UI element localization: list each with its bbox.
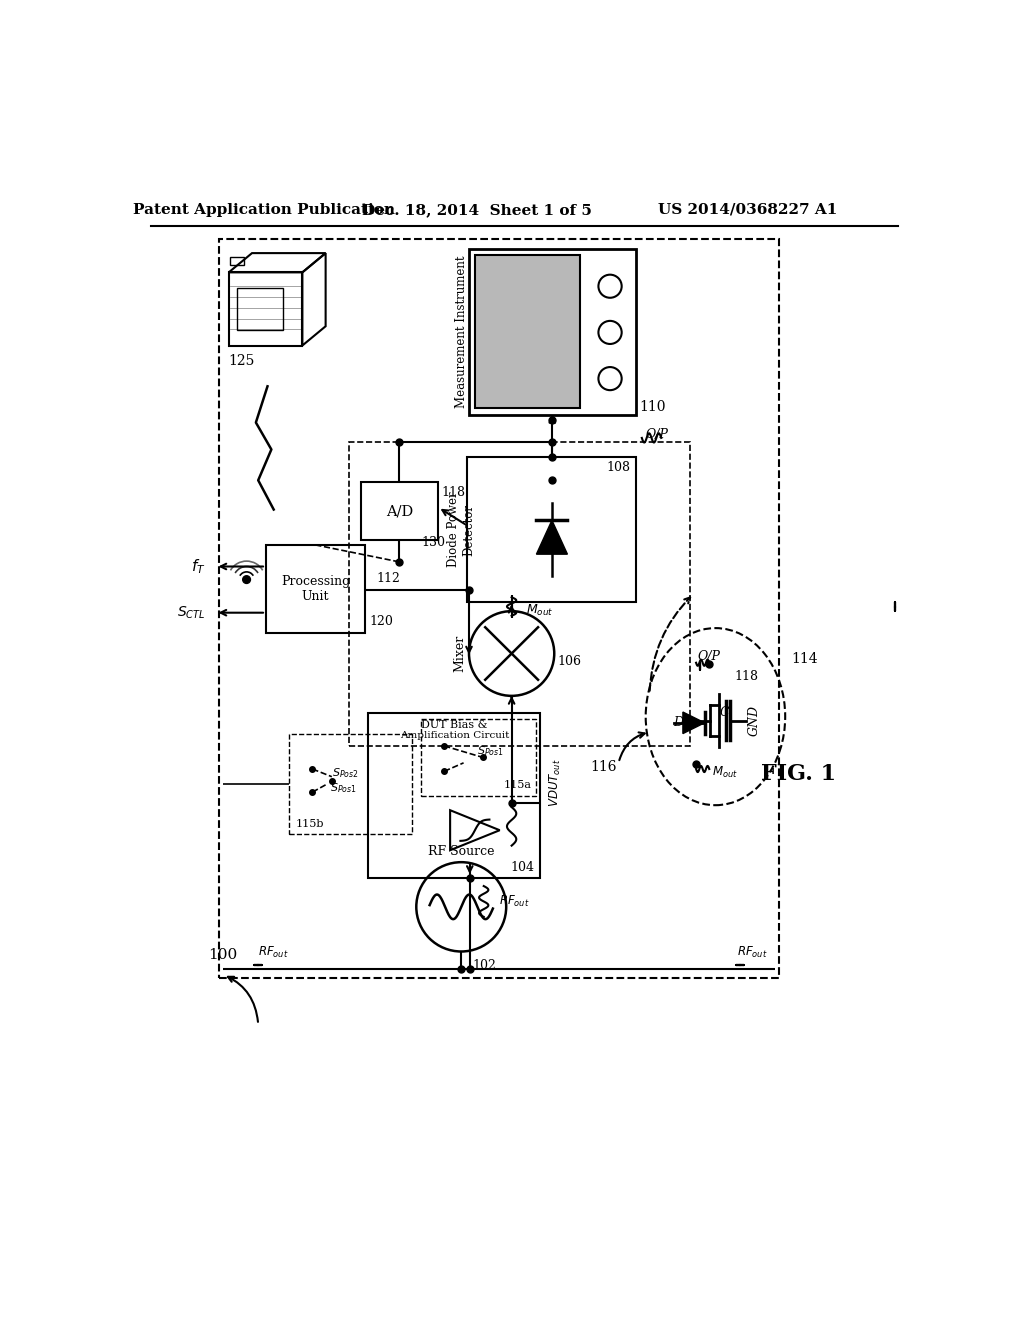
Text: 100: 100 [208, 948, 238, 962]
Text: $M_{out}$: $M_{out}$ [525, 603, 553, 618]
Text: 118: 118 [735, 671, 759, 684]
Text: RF Source: RF Source [428, 845, 495, 858]
Text: FIG. 1: FIG. 1 [761, 763, 836, 785]
Text: Unit: Unit [302, 590, 330, 603]
Text: 112: 112 [377, 572, 400, 585]
Text: $RF_{out}$: $RF_{out}$ [258, 945, 289, 960]
Text: 106: 106 [558, 655, 582, 668]
Text: 115b: 115b [295, 818, 324, 829]
Circle shape [243, 576, 251, 583]
Text: O/P: O/P [646, 428, 669, 441]
Text: 115a: 115a [504, 780, 531, 791]
Text: DUT Bias &: DUT Bias & [421, 721, 487, 730]
Text: GND: GND [748, 705, 761, 737]
Text: 114: 114 [792, 652, 818, 665]
FancyBboxPatch shape [475, 256, 580, 408]
Text: O/P: O/P [697, 649, 721, 663]
Text: US 2014/0368227 A1: US 2014/0368227 A1 [658, 203, 838, 216]
Text: A/D: A/D [386, 504, 413, 517]
Text: 110: 110 [640, 400, 666, 414]
Text: D: D [673, 717, 683, 730]
Text: 120: 120 [369, 615, 393, 628]
Text: 130: 130 [421, 536, 445, 549]
Text: 104: 104 [510, 861, 535, 874]
Text: 102: 102 [473, 958, 497, 972]
Text: C: C [720, 706, 729, 719]
Text: $S_{Pos1}$: $S_{Pos1}$ [330, 781, 356, 795]
Polygon shape [683, 711, 705, 734]
Text: $S_{CTL}$: $S_{CTL}$ [177, 605, 206, 620]
Text: $f_T$: $f_T$ [190, 557, 206, 576]
Text: $M_{out}$: $M_{out}$ [712, 764, 737, 780]
Text: Patent Application Publication: Patent Application Publication [133, 203, 394, 216]
Text: Amplification Circuit: Amplification Circuit [399, 731, 509, 741]
Text: $S_{Pos2}$: $S_{Pos2}$ [332, 766, 358, 780]
Polygon shape [537, 520, 567, 554]
Text: 116: 116 [590, 760, 616, 774]
Text: Mixer: Mixer [454, 635, 466, 672]
Text: Dec. 18, 2014  Sheet 1 of 5: Dec. 18, 2014 Sheet 1 of 5 [361, 203, 592, 216]
Text: Diode Power
Detector: Diode Power Detector [447, 492, 475, 568]
Text: $S_{Pos1}$: $S_{Pos1}$ [476, 744, 504, 758]
Text: $RF_{out}$: $RF_{out}$ [500, 894, 529, 909]
Text: $RF_{out}$: $RF_{out}$ [736, 945, 767, 960]
Text: $VDUT_{out}$: $VDUT_{out}$ [548, 759, 563, 807]
Text: Measurement Instrument: Measurement Instrument [455, 256, 468, 408]
Text: 118: 118 [442, 486, 466, 499]
Text: Processing: Processing [281, 576, 350, 587]
Text: 125: 125 [228, 354, 255, 368]
Text: 108: 108 [606, 462, 630, 474]
